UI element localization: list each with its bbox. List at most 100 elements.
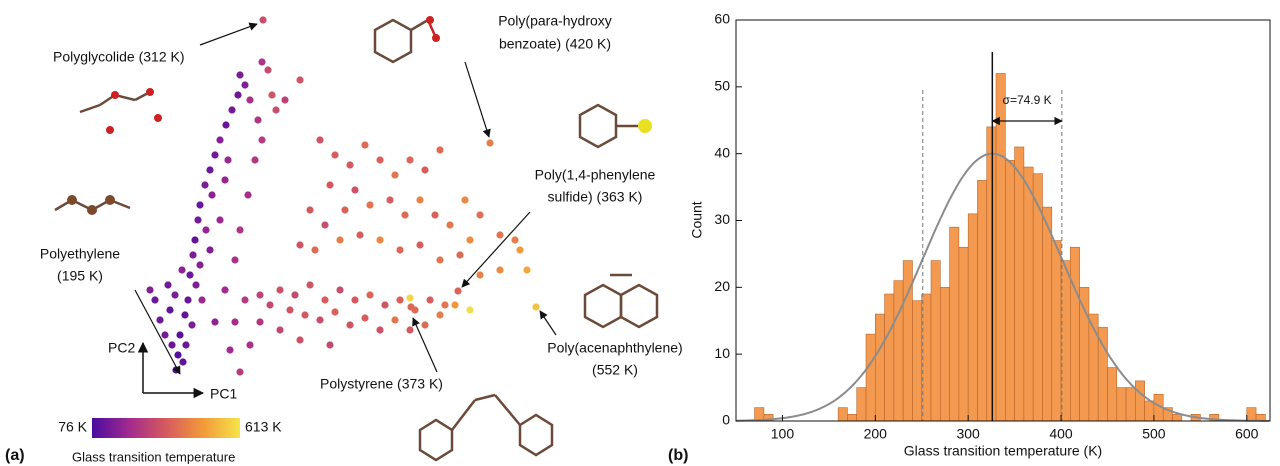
annotation-arrow — [540, 311, 556, 335]
point — [206, 166, 213, 173]
point — [321, 296, 328, 303]
page: PC2 PC1 76 K 613 K Glass transition temp… — [0, 0, 1280, 466]
point — [161, 331, 168, 338]
point — [316, 136, 323, 143]
point — [234, 91, 241, 98]
point — [196, 201, 203, 208]
point — [198, 296, 205, 303]
point — [476, 211, 483, 218]
figure: PC2 PC1 76 K 613 K Glass transition temp… — [0, 0, 1280, 466]
point — [301, 311, 308, 318]
bar — [894, 281, 903, 421]
x-tick-label: 400 — [1049, 426, 1073, 442]
point — [351, 296, 358, 303]
point — [386, 196, 393, 203]
bar — [950, 227, 959, 421]
molecule-acenaphthylene — [585, 275, 657, 327]
point — [182, 341, 189, 348]
colorbar-title: Glass transition temperature — [72, 449, 235, 464]
y-tick-label: 30 — [714, 211, 730, 227]
point — [336, 236, 343, 243]
point — [236, 368, 243, 375]
point — [291, 291, 298, 298]
point — [454, 287, 461, 294]
point — [202, 226, 209, 233]
point — [511, 236, 518, 243]
point — [486, 139, 493, 146]
point — [406, 156, 413, 163]
bar — [866, 334, 875, 421]
y-tick-label: 20 — [714, 278, 730, 294]
point — [256, 291, 263, 298]
point — [406, 294, 413, 301]
panel-label: (b) — [668, 447, 688, 464]
point — [366, 201, 373, 208]
point — [228, 106, 235, 113]
x-tick-label: 200 — [864, 426, 888, 442]
bar — [1070, 247, 1079, 421]
point — [206, 246, 213, 253]
point — [346, 321, 353, 328]
annotation: Polyglycolide (312 K) — [53, 49, 185, 65]
y-tick-label: 60 — [714, 11, 730, 27]
point — [416, 241, 423, 248]
point — [251, 156, 258, 163]
point — [194, 216, 201, 223]
point — [276, 286, 283, 293]
point — [296, 76, 303, 83]
point — [254, 116, 261, 123]
point — [166, 306, 173, 313]
point — [211, 151, 218, 158]
point — [441, 301, 448, 308]
point — [192, 281, 199, 288]
point — [236, 226, 243, 233]
point — [523, 266, 530, 273]
bar — [857, 388, 866, 421]
molecule-styrene — [420, 395, 552, 460]
point — [208, 191, 215, 198]
bar — [875, 314, 884, 421]
point — [168, 341, 175, 348]
point — [236, 71, 243, 78]
annotation: benzoate) (420 K) — [499, 36, 611, 52]
point — [466, 306, 473, 313]
point — [226, 346, 233, 353]
point — [231, 256, 238, 263]
point — [246, 96, 253, 103]
point — [174, 351, 181, 358]
annotation: sulfide) (363 K) — [548, 189, 643, 205]
bar — [1117, 388, 1126, 421]
bar — [1126, 388, 1135, 421]
point — [211, 318, 218, 325]
point — [336, 286, 343, 293]
point — [181, 311, 188, 318]
annotation: (195 K) — [57, 268, 103, 284]
x-tick-label: 600 — [1235, 426, 1259, 442]
point — [171, 291, 178, 298]
point — [216, 216, 223, 223]
molecule-glycolide — [80, 88, 162, 134]
bar — [1052, 241, 1061, 421]
point — [396, 246, 403, 253]
bar — [1145, 401, 1154, 421]
point — [266, 301, 273, 308]
x-tick-label: 100 — [771, 426, 795, 442]
point — [268, 91, 275, 98]
point — [446, 221, 453, 228]
y-tick-label: 40 — [714, 144, 730, 160]
point — [426, 296, 433, 303]
point — [201, 181, 208, 188]
point — [316, 316, 323, 323]
point — [151, 296, 158, 303]
point — [376, 236, 383, 243]
point — [258, 58, 265, 65]
point — [461, 196, 468, 203]
point — [376, 156, 383, 163]
point — [216, 136, 223, 143]
point — [191, 236, 198, 243]
point — [496, 231, 503, 238]
point — [476, 271, 483, 278]
point — [256, 318, 263, 325]
point — [276, 326, 283, 333]
point — [246, 341, 253, 348]
